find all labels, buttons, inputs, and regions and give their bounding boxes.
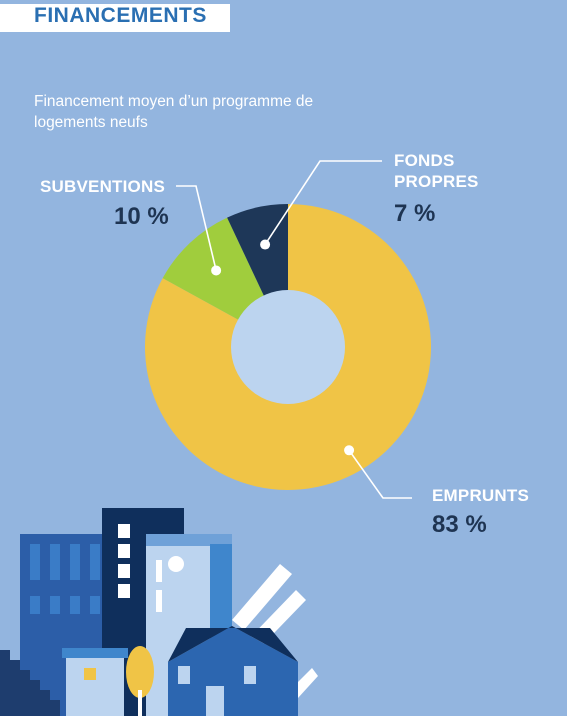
donut-chart — [145, 160, 431, 499]
building-dark-windows — [118, 524, 130, 598]
label-emprunts: EMPRUNTS — [432, 486, 529, 505]
building-left-windows — [30, 544, 100, 614]
donut-hole — [231, 290, 345, 404]
label-subventions: SUBVENTIONS — [40, 177, 165, 196]
leader-fonds-propres-dot — [260, 239, 271, 250]
value-fonds-propres: 7 % — [394, 200, 436, 227]
white-streak-1 — [232, 564, 292, 630]
leader-emprunts — [348, 449, 412, 499]
house-small — [66, 654, 124, 716]
label-fonds-propres: FONDS PROPRES — [394, 150, 479, 192]
leader-subventions-dot — [211, 265, 222, 276]
house-front — [168, 626, 298, 716]
tree — [126, 646, 154, 698]
value-subventions: 10 % — [114, 203, 169, 230]
leader-lines — [176, 160, 412, 499]
leader-subventions — [176, 185, 217, 271]
stairs — [0, 650, 60, 716]
leader-fonds-propres — [264, 160, 382, 245]
value-emprunts: 83 % — [432, 511, 487, 538]
city-illustration — [0, 508, 318, 716]
page-title: FINANCEMENTS — [34, 4, 207, 27]
label-fonds-line1: FONDS — [394, 151, 455, 170]
chart-subtitle: Financement moyen d’un programme de loge… — [34, 93, 314, 131]
label-fonds-line2: PROPRES — [394, 172, 479, 191]
leader-emprunts-dot — [344, 445, 355, 456]
title-banner — [0, 4, 230, 32]
